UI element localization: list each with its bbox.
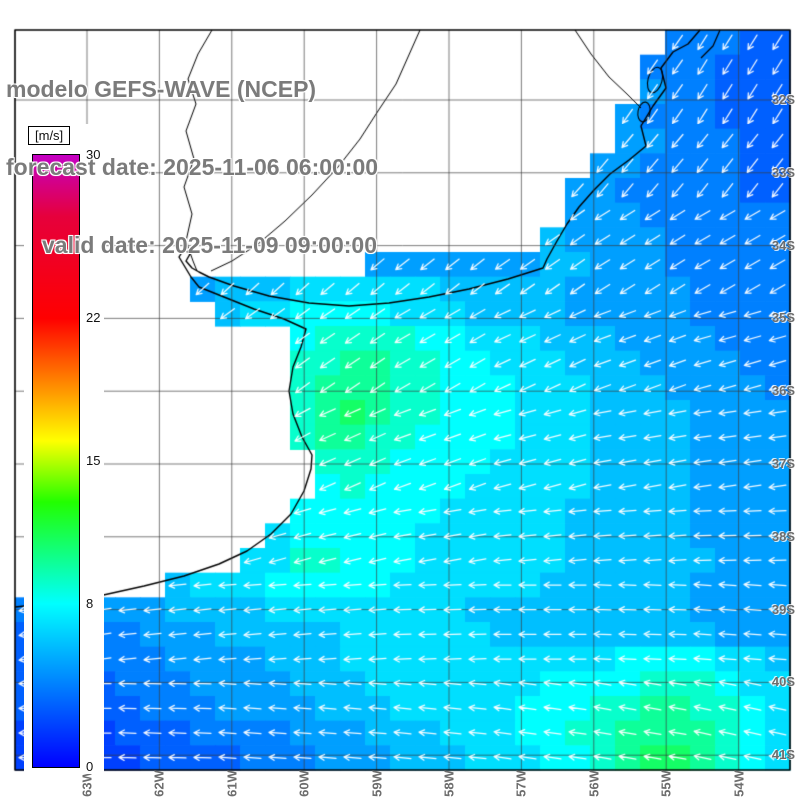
longitude-label: 54W xyxy=(731,770,747,797)
latitude-label: 40S xyxy=(771,674,795,690)
colorbar-gradient xyxy=(32,154,80,768)
longitude-label: 56W xyxy=(586,770,602,797)
colorbar-tick-label: 15 xyxy=(86,453,101,468)
title-block: modelo GEFS-WAVE (NCEP) forecast date: 2… xyxy=(6,24,378,310)
model-title: modelo GEFS-WAVE (NCEP) xyxy=(6,76,317,102)
colorbar-tick-label: 8 xyxy=(86,595,94,611)
colorbar-tick-label: 30 xyxy=(86,147,101,162)
latitude-label: 32S xyxy=(771,92,795,107)
latitude-label: 36S xyxy=(771,383,795,399)
latitude-label: 38S xyxy=(771,528,795,544)
longitude-label: 55W xyxy=(658,770,674,797)
longitude-label: 57W xyxy=(513,770,529,797)
longitude-label: 58W xyxy=(441,770,457,797)
colorbar: [m/s] 30 22 15 8 0 xyxy=(24,124,104,774)
valid-date-line: valid date: 2025-11-09 09:00:00 xyxy=(42,232,377,258)
longitude-label: 62W xyxy=(151,770,167,797)
latitude-label: 34S xyxy=(771,237,795,253)
latitude-label: 35S xyxy=(771,310,795,326)
latitude-label: 37S xyxy=(771,456,795,471)
longitude-label: 60W xyxy=(296,770,312,797)
colorbar-tick-label: 22 xyxy=(86,310,101,326)
latitude-label: 33S xyxy=(771,164,795,180)
colorbar-tick-label: 0 xyxy=(86,759,94,774)
latitude-label: 39S xyxy=(771,601,795,617)
longitude-label: 59W xyxy=(369,770,385,797)
latitude-label: 41S xyxy=(771,747,795,763)
longitude-label: 61W xyxy=(224,770,240,797)
forecast-date-line: forecast date: 2025-11-06 06:00:00 xyxy=(6,154,379,180)
colorbar-unit-label: [m/s] xyxy=(28,126,71,145)
